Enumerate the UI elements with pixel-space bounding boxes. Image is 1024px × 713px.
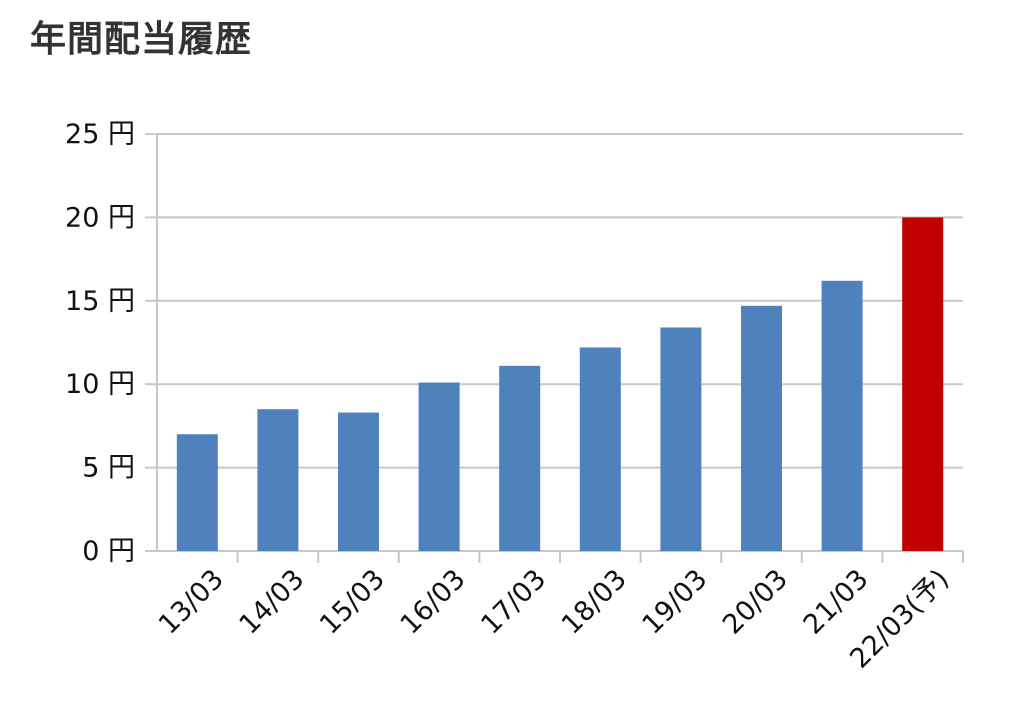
- bar: [338, 412, 379, 551]
- y-tick-label: 25 円: [65, 119, 135, 150]
- x-tick-label: 20/03: [717, 564, 794, 641]
- bar: [176, 434, 218, 551]
- x-tick-label: 21/03: [798, 564, 875, 641]
- bar: [821, 280, 863, 551]
- x-tick-label: 14/03: [233, 564, 310, 641]
- bar: [499, 365, 541, 551]
- x-tick-label: 13/03: [153, 564, 230, 641]
- bar: [660, 327, 702, 551]
- x-tick-label: 15/03: [314, 564, 391, 641]
- chart-title: 年間配当履歴: [30, 19, 253, 60]
- y-tick-label: 0 円: [82, 536, 135, 567]
- bar: [902, 217, 944, 551]
- x-tick-label: 17/03: [475, 564, 552, 641]
- x-tick-label: 19/03: [636, 564, 713, 641]
- x-tick-label: 16/03: [395, 564, 472, 641]
- y-tick-label: 15 円: [65, 286, 135, 317]
- bar: [418, 382, 460, 551]
- y-tick-label: 10 円: [65, 369, 135, 400]
- x-tick-labels: 13/03 14/03 15/03 16/03 17/03 18/03 19/03 20/03…: [153, 564, 955, 675]
- bars: [176, 217, 944, 551]
- y-tick-labels: 0 円 5 円 10 円 15 円 20 円 25 円: [65, 119, 135, 567]
- y-tick-label: 20 円: [65, 202, 135, 233]
- bar: [579, 347, 621, 551]
- bar: [741, 305, 782, 551]
- x-tick-label: 18/03: [556, 564, 633, 641]
- bar: [257, 409, 299, 551]
- y-tick-label: 5 円: [82, 453, 135, 484]
